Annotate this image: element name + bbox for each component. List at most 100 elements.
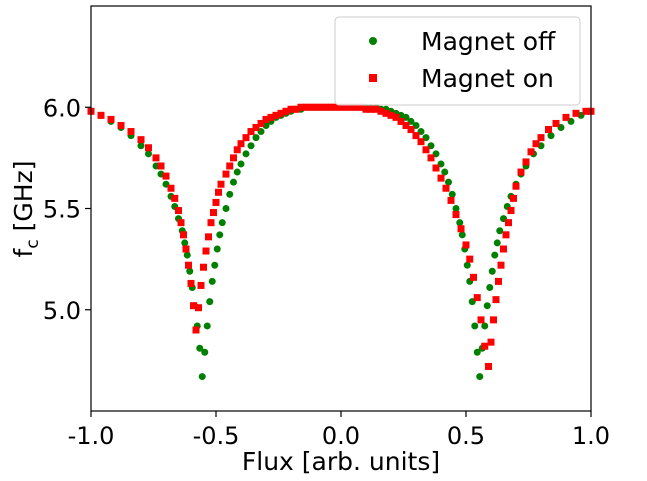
- data-point: [205, 233, 212, 241]
- data-point: [437, 174, 445, 182]
- data-point: [496, 227, 504, 235]
- data-point: [487, 338, 495, 346]
- data-point: [257, 119, 265, 127]
- data-point: [180, 231, 187, 239]
- data-point: [500, 245, 507, 253]
- data-point: [488, 267, 496, 275]
- data-point: [247, 142, 255, 150]
- series-1: [87, 103, 595, 370]
- data-point: [527, 148, 535, 156]
- data-point: [485, 362, 492, 370]
- data-point: [97, 111, 105, 119]
- y-tick-label: 5.5: [43, 196, 81, 224]
- data-point: [218, 219, 226, 227]
- data-point: [432, 164, 440, 172]
- data-point: [463, 261, 471, 269]
- y-tick-label: 5.0: [43, 297, 81, 325]
- data-point: [233, 146, 241, 154]
- data-point: [447, 196, 455, 204]
- data-point: [233, 168, 241, 176]
- data-point: [510, 194, 517, 202]
- x-tick-label: 0.0: [322, 422, 360, 450]
- data-point: [302, 103, 310, 111]
- data-point: [471, 322, 479, 330]
- legend: Magnet off Magnet on: [334, 16, 581, 106]
- data-point: [196, 344, 204, 352]
- data-point: [452, 211, 460, 219]
- y-axis-label-main: f: [9, 247, 38, 257]
- data-point: [200, 263, 207, 271]
- data-point: [226, 162, 234, 170]
- data-point: [412, 132, 420, 140]
- data-point: [495, 277, 502, 285]
- data-point: [197, 281, 205, 289]
- data-point: [152, 154, 160, 162]
- data-point: [192, 326, 200, 334]
- data-point: [445, 178, 452, 186]
- data-point: [332, 103, 340, 111]
- y-axis-label-rest: [GHz]: [9, 161, 38, 240]
- data-point: [547, 132, 555, 140]
- data-point: [545, 126, 552, 134]
- data-point: [222, 170, 230, 178]
- data-point: [476, 373, 484, 381]
- data-point: [226, 190, 234, 198]
- data-point: [181, 239, 189, 247]
- data-point: [247, 128, 255, 136]
- data-point: [210, 209, 217, 217]
- data-point: [490, 316, 497, 324]
- legend-box: [334, 16, 581, 106]
- data-point: [127, 128, 135, 136]
- data-point: [203, 322, 211, 330]
- data-point: [441, 168, 449, 176]
- x-axis-label: Flux [arb. units]: [242, 447, 440, 476]
- data-point: [237, 140, 245, 148]
- data-point: [282, 107, 290, 115]
- data-point: [190, 302, 197, 310]
- data-point: [470, 273, 477, 281]
- data-point: [242, 150, 250, 158]
- data-point: [486, 283, 494, 291]
- data-point: [462, 241, 470, 249]
- data-point: [367, 105, 375, 113]
- data-point: [187, 279, 195, 287]
- data-point: [552, 119, 560, 127]
- data-point: [317, 103, 325, 111]
- data-point: [292, 105, 300, 113]
- data-point: [456, 219, 464, 227]
- data-point: [473, 348, 481, 356]
- data-point: [215, 188, 222, 196]
- data-point: [312, 103, 320, 111]
- data-point: [230, 178, 237, 186]
- data-point: [572, 109, 580, 117]
- data-point: [117, 121, 125, 129]
- data-point: [481, 322, 489, 330]
- data-point: [457, 225, 465, 233]
- data-point: [277, 109, 285, 117]
- data-point: [342, 103, 350, 111]
- data-point: [237, 160, 245, 168]
- x-tick-label: -1.0: [68, 422, 115, 450]
- x-tick-label: 1.0: [572, 422, 610, 450]
- data-point: [483, 302, 491, 310]
- data-point: [145, 150, 152, 158]
- data-point: [287, 105, 295, 113]
- series-layer: [87, 103, 595, 381]
- legend-marker-magnet-on: [369, 74, 377, 82]
- data-point: [267, 113, 275, 121]
- ticks-layer: -1.0 -0.5 0.0 0.5 1.0 5.0 5.5 6.0: [43, 94, 610, 450]
- data-point: [397, 117, 405, 125]
- data-point: [202, 247, 210, 255]
- data-point: [512, 182, 520, 190]
- data-point: [497, 261, 505, 269]
- data-point: [362, 105, 370, 113]
- data-point: [582, 107, 590, 115]
- data-point: [392, 113, 400, 121]
- data-point: [532, 140, 540, 148]
- data-point: [208, 277, 216, 285]
- data-point: [352, 103, 360, 111]
- data-point: [372, 105, 380, 113]
- data-point: [322, 103, 330, 111]
- data-point: [213, 245, 221, 253]
